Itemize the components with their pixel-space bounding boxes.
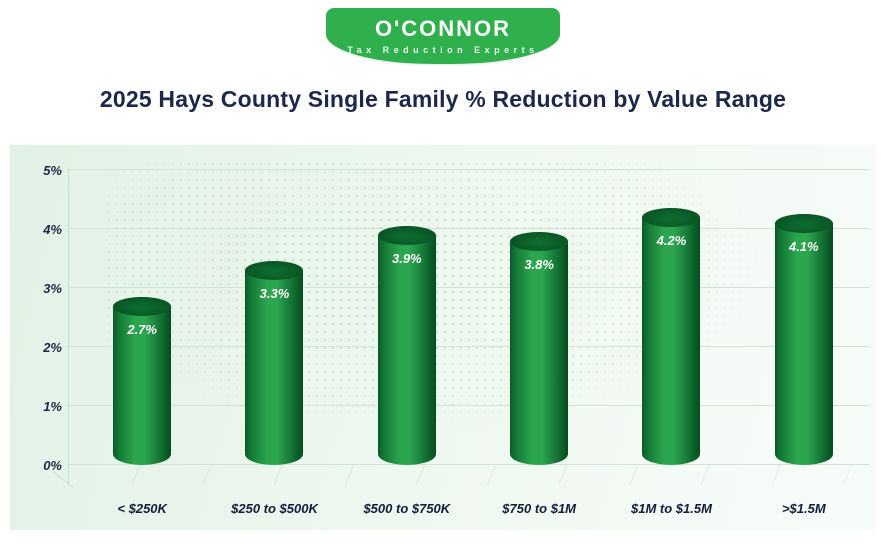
y-axis-line: [68, 169, 69, 485]
bar-slot: 2.7%: [76, 297, 208, 465]
gridline-2%: [68, 346, 870, 347]
bar-slot: 4.2%: [605, 208, 737, 465]
logo-name: O'CONNOR: [374, 15, 512, 41]
gridline-4%: [68, 228, 870, 229]
gridline-5%: [68, 169, 870, 170]
x-category-label: $500 to $750K: [363, 501, 451, 516]
gridline-3%: [68, 287, 870, 288]
y-tick-label: 4%: [43, 222, 62, 237]
bar-$1M to $1.5M: 4.2%: [642, 208, 701, 465]
page-title: 2025 Hays County Single Family % Reducti…: [99, 86, 787, 112]
bar-value-label: 3.8%: [524, 257, 554, 272]
bars-row: 2.7% 3.3% 3.9% 3.8% 4.2% 4.1%: [76, 208, 870, 465]
x-category-label: < $250K: [117, 501, 167, 516]
y-tick-label: 0%: [43, 458, 62, 473]
bar-$500 to $750K: 3.9%: [377, 226, 436, 465]
bar-value-label: 3.9%: [391, 251, 422, 266]
bar-slot: 3.3%: [208, 261, 340, 465]
floor-perspective-lines: [68, 465, 870, 485]
y-tick-label: 1%: [43, 399, 62, 414]
bar-value-label: 4.2%: [656, 233, 687, 248]
x-category-label: $250 to $500K: [231, 501, 318, 516]
y-tick-label: 2%: [43, 340, 62, 355]
bar-slot: 3.9%: [341, 226, 473, 465]
x-category-label: >$1.5M: [781, 501, 826, 516]
x-category-label: $1M to $1.5M: [631, 501, 712, 516]
bar->$1.5M: 4.1%: [774, 214, 833, 465]
chart-area: 0% 1% 2% 3% 4% 5% 2.7% 3.3% 3.9% 3.8% 4.2% 4.1% < …: [10, 145, 876, 530]
gridline-0%: [68, 464, 870, 465]
logo-tagline: Tax Reduction Experts: [347, 44, 539, 55]
bar-value-label: 4.1%: [788, 239, 819, 254]
y-tick-label: 5%: [43, 163, 62, 178]
bar-$250 to $500K: 3.3%: [245, 261, 304, 465]
y-tick-label: 3%: [43, 281, 62, 296]
oconnor-logo: O'CONNOR Tax Reduction Experts: [326, 8, 560, 64]
bar-slot: 3.8%: [473, 232, 605, 465]
bar-value-label: 2.7%: [127, 322, 157, 337]
bar-$750 to $1M: 3.8%: [510, 232, 569, 465]
bar-slot: 4.1%: [738, 214, 870, 465]
bar-< $250K: 2.7%: [113, 297, 172, 465]
x-category-label: $750 to $1M: [502, 501, 576, 516]
logo-banner: O'CONNOR Tax Reduction Experts: [0, 0, 886, 64]
bar-value-label: 3.3%: [259, 286, 290, 301]
xlabels-row: < $250K $250 to $500K $500 to $750K $750 to…: [76, 501, 870, 516]
gridline-1%: [68, 405, 870, 406]
